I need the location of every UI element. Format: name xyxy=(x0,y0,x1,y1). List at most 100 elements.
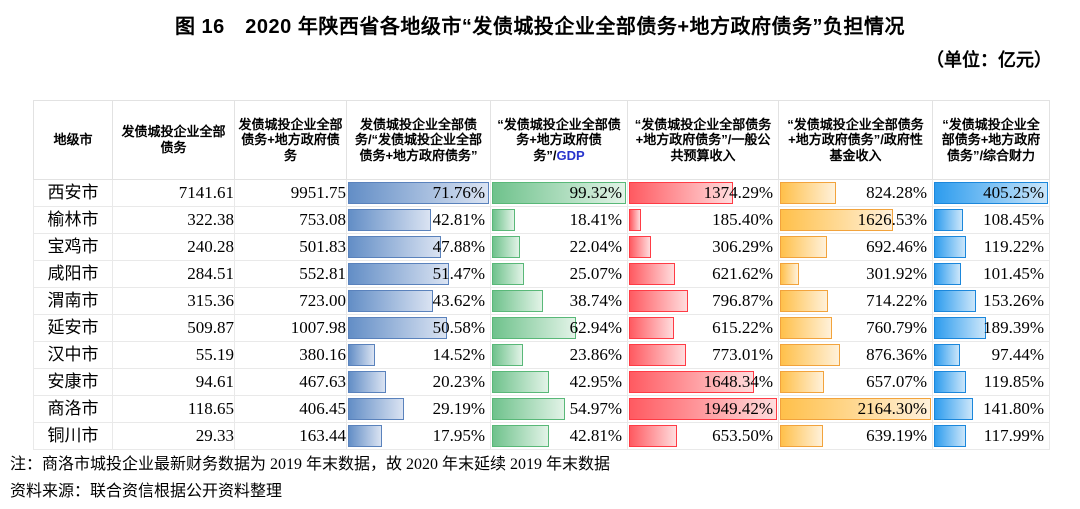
total-debt-cell: 406.45 xyxy=(234,395,347,423)
table-row: 榆林市 322.38 753.08 42.81% 18.41% 185.40% 1626.5… xyxy=(33,206,1050,234)
fiscal-value: 189.39% xyxy=(983,318,1044,337)
col-header-fund-income: “发债城投企业全部债务+地方政府债务”/政府性基金收入 xyxy=(778,100,933,180)
gdp-value: 23.86% xyxy=(569,345,622,364)
ratio-data-bar xyxy=(348,398,405,420)
fund-value: 714.22% xyxy=(866,291,927,310)
fiscal-value: 117.99% xyxy=(983,426,1044,445)
ratio-value: 29.19% xyxy=(432,399,485,418)
fiscal-value: 97.44% xyxy=(991,345,1044,364)
total-debt-cell: 1007.98 xyxy=(234,314,347,342)
fund-income-ratio-cell: 301.92% xyxy=(778,260,933,288)
debt-cell: 94.61 xyxy=(112,368,235,396)
budget-income-ratio-cell: 1949.42% xyxy=(627,395,779,423)
ratio-value: 47.88% xyxy=(432,237,485,256)
budget-income-ratio-cell: 1648.34% xyxy=(627,368,779,396)
figure-title: 图 16 2020 年陕西省各地级市“发债城投企业全部债务+地方政府债务”负担情… xyxy=(174,16,906,38)
fund-data-bar xyxy=(780,398,931,420)
fund-income-ratio-cell: 2164.30% xyxy=(778,395,933,423)
table-row: 渭南市 315.36 723.00 43.62% 38.74% 796.87% 714.22… xyxy=(33,287,1050,315)
budget-value: 773.01% xyxy=(712,345,773,364)
debt-cell: 240.28 xyxy=(112,233,235,261)
total-debt-cell: 552.81 xyxy=(234,260,347,288)
unit-label: （单位：亿元） xyxy=(926,50,1052,70)
gdp-ratio-cell: 54.97% xyxy=(490,395,628,423)
fiscal-strength-ratio-cell: 108.45% xyxy=(932,206,1050,234)
gdp-value: 54.97% xyxy=(569,399,622,418)
fund-income-ratio-cell: 1626.53% xyxy=(778,206,933,234)
budget-data-bar xyxy=(629,371,754,393)
fund-data-bar xyxy=(780,209,893,231)
gdp-ratio-cell: 23.86% xyxy=(490,341,628,369)
fund-data-bar xyxy=(780,182,837,204)
source-note: 资料来源：联合资信根据公开资料整理 xyxy=(10,483,283,500)
fiscal-data-bar xyxy=(934,209,964,231)
col-header-total-debt: 发债城投企业全部债务+地方政府债务 xyxy=(234,100,347,180)
budget-income-ratio-cell: 773.01% xyxy=(627,341,779,369)
ratio-cell: 50.58% xyxy=(346,314,491,342)
fund-data-bar xyxy=(780,236,827,258)
ratio-cell: 51.47% xyxy=(346,260,491,288)
budget-data-bar xyxy=(629,209,642,231)
fund-income-ratio-cell: 760.79% xyxy=(778,314,933,342)
ratio-value: 71.76% xyxy=(432,183,485,202)
fiscal-strength-ratio-cell: 119.85% xyxy=(932,368,1050,396)
budget-income-ratio-cell: 615.22% xyxy=(627,314,779,342)
fiscal-data-bar xyxy=(934,182,1048,204)
gdp-ratio-cell: 62.94% xyxy=(490,314,628,342)
table-row: 铜川市 29.33 163.44 17.95% 42.81% 653.50% 639.19%… xyxy=(33,422,1050,450)
gdp-data-bar xyxy=(492,344,523,366)
fiscal-strength-ratio-cell: 405.25% xyxy=(932,179,1050,207)
ratio-cell: 29.19% xyxy=(346,395,491,423)
fund-income-ratio-cell: 714.22% xyxy=(778,287,933,315)
budget-income-ratio-cell: 185.40% xyxy=(627,206,779,234)
ratio-data-bar xyxy=(348,425,382,447)
col-header-city: 地级市 xyxy=(33,100,113,180)
budget-income-ratio-cell: 796.87% xyxy=(627,287,779,315)
ratio-cell: 14.52% xyxy=(346,341,491,369)
ratio-data-bar xyxy=(348,209,432,231)
city-cell: 咸阳市 xyxy=(33,260,113,288)
ratio-cell: 71.76% xyxy=(346,179,491,207)
ratio-data-bar xyxy=(348,371,387,393)
ratio-value: 14.52% xyxy=(432,345,485,364)
fiscal-strength-ratio-cell: 97.44% xyxy=(932,341,1050,369)
table-row: 延安市 509.87 1007.98 50.58% 62.94% 615.22% 760.7… xyxy=(33,314,1050,342)
table-row: 安康市 94.61 467.63 20.23% 42.95% 1648.34% 657.07… xyxy=(33,368,1050,396)
gdp-value: 62.94% xyxy=(569,318,622,337)
budget-data-bar xyxy=(629,398,777,420)
budget-value: 796.87% xyxy=(712,291,773,310)
fund-data-bar xyxy=(780,317,832,339)
fiscal-data-bar xyxy=(934,317,987,339)
city-cell: 榆林市 xyxy=(33,206,113,234)
budget-data-bar xyxy=(629,263,675,285)
total-debt-cell: 380.16 xyxy=(234,341,347,369)
fiscal-value: 141.80% xyxy=(983,399,1044,418)
ratio-value: 43.62% xyxy=(432,291,485,310)
fiscal-strength-ratio-cell: 117.99% xyxy=(932,422,1050,450)
total-debt-cell: 723.00 xyxy=(234,287,347,315)
gdp-value: 22.04% xyxy=(569,237,622,256)
gdp-ratio-cell: 22.04% xyxy=(490,233,628,261)
city-cell: 汉中市 xyxy=(33,341,113,369)
col-header-debt: 发债城投企业全部债务 xyxy=(112,100,235,180)
budget-value: 1949.42% xyxy=(703,399,773,418)
debt-cell: 509.87 xyxy=(112,314,235,342)
fund-income-ratio-cell: 876.36% xyxy=(778,341,933,369)
gdp-data-bar xyxy=(492,371,549,393)
fund-income-ratio-cell: 824.28% xyxy=(778,179,933,207)
gdp-data-bar xyxy=(492,398,566,420)
fiscal-data-bar xyxy=(934,371,967,393)
total-debt-cell: 501.83 xyxy=(234,233,347,261)
gdp-value: 38.74% xyxy=(569,291,622,310)
debt-cell: 55.19 xyxy=(112,341,235,369)
ratio-data-bar xyxy=(348,236,442,258)
fund-data-bar xyxy=(780,425,824,447)
fiscal-data-bar xyxy=(934,263,962,285)
gdp-ratio-cell: 18.41% xyxy=(490,206,628,234)
col-header-budget-income: “发债城投企业全部债务+地方政府债务”/一般公共预算收入 xyxy=(627,100,779,180)
table-row: 咸阳市 284.51 552.81 51.47% 25.07% 621.62% 301.92… xyxy=(33,260,1050,288)
fund-data-bar xyxy=(780,371,825,393)
col-header-fiscal-strength: “发债城投企业全部债务+地方政府债务”/综合财力 xyxy=(932,100,1050,180)
col-header-ratio: 发债城投企业全部债务/“发债城投企业全部债务+地方政府债务” xyxy=(346,100,491,180)
fiscal-data-bar xyxy=(934,236,967,258)
